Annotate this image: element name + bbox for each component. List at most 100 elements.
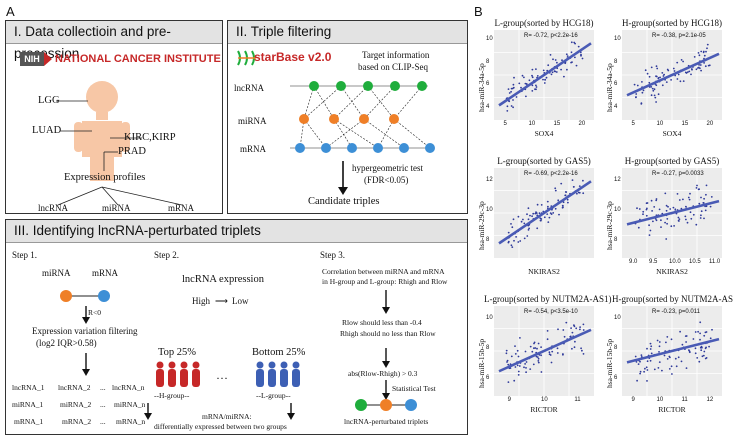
data-point — [694, 352, 697, 355]
y-tick-label: 12 — [614, 177, 621, 183]
step2-note-line1: mRNA/miRNA: — [202, 412, 252, 421]
data-point — [696, 184, 698, 187]
x-tick-label: 9 — [507, 397, 511, 403]
data-point — [546, 338, 549, 341]
data-point — [564, 194, 567, 197]
data-point — [684, 335, 687, 337]
data-point — [666, 222, 668, 225]
data-point — [513, 239, 515, 242]
data-point — [670, 225, 673, 228]
data-point — [525, 367, 527, 369]
data-point — [663, 354, 666, 357]
data-point — [634, 355, 637, 358]
data-point — [512, 218, 515, 221]
data-point — [660, 219, 662, 222]
target-info-line1: Target information — [362, 50, 430, 60]
data-point — [561, 204, 564, 207]
data-point — [646, 380, 648, 382]
step1-mirna-n: miRNA_n — [114, 400, 146, 409]
data-point — [542, 78, 544, 81]
data-point — [648, 75, 651, 78]
data-point — [682, 60, 684, 63]
data-point — [574, 340, 576, 343]
x-axis-label: SOX4 — [662, 129, 682, 138]
step2-lgroup-label: --L-group-- — [256, 391, 291, 400]
nih-arrow-icon — [44, 52, 52, 66]
data-point — [581, 349, 583, 352]
data-point — [676, 193, 679, 195]
data-point — [657, 93, 660, 96]
data-point — [675, 365, 678, 368]
data-point — [537, 361, 540, 364]
data-point — [703, 217, 705, 220]
data-point — [636, 379, 638, 382]
organ-lgg: LGG — [38, 95, 60, 106]
x-tick-label: 9.0 — [629, 259, 638, 265]
step2-title: Step 2. — [154, 250, 180, 260]
data-point — [525, 95, 527, 98]
x-tick-label: 10 — [656, 397, 664, 403]
data-point — [642, 89, 645, 92]
data-point — [512, 106, 514, 109]
data-point — [671, 373, 673, 375]
data-point — [641, 81, 643, 83]
nci-name: NATIONAL CANCER INSTITUTE — [55, 53, 221, 65]
panel-identifying-triplets: III. Identifying lncRNA-perturbated trip… — [5, 219, 468, 435]
data-point — [537, 357, 540, 360]
y-axis-label: hsa-miR-15b-5p — [477, 338, 486, 388]
data-point — [514, 353, 517, 355]
data-point — [651, 210, 653, 212]
data-point — [648, 81, 651, 84]
data-point — [566, 68, 568, 71]
y-tick-label: 10 — [614, 315, 621, 321]
y-tick-label: 6 — [614, 81, 618, 87]
organ-luad: LUAD — [32, 125, 62, 136]
data-point — [661, 369, 663, 372]
data-point — [650, 66, 653, 69]
data-point — [524, 350, 527, 353]
data-point — [520, 86, 522, 89]
data-point — [577, 45, 580, 48]
x-tick-label: 9.5 — [649, 259, 658, 265]
data-point — [523, 366, 525, 369]
data-point — [510, 90, 512, 93]
data-point — [688, 70, 691, 73]
x-tick-label: 12 — [706, 397, 714, 403]
data-point — [655, 75, 658, 78]
organ-kirc-kirp: KIRC,KIRP — [124, 132, 176, 143]
y-tick-label: 12 — [486, 177, 493, 183]
step3-cond-line1: Rlow should less than -0.4 — [342, 318, 422, 327]
data-point — [573, 346, 576, 349]
data-point — [686, 221, 689, 224]
data-point — [689, 211, 692, 214]
data-point — [532, 212, 535, 215]
data-point — [706, 47, 708, 50]
data-point — [703, 350, 706, 353]
data-point — [537, 342, 540, 345]
data-point — [655, 101, 657, 103]
data-point — [674, 208, 677, 211]
step1-mirna-label: miRNA — [42, 268, 71, 278]
data-point — [699, 217, 702, 219]
x-tick-label: 20 — [706, 121, 714, 127]
data-point — [525, 83, 528, 85]
data-point — [639, 370, 642, 373]
data-point — [535, 84, 537, 87]
data-point — [570, 61, 572, 64]
data-point — [699, 321, 702, 324]
data-point — [665, 341, 667, 344]
x-tick-label: 5 — [503, 121, 507, 127]
data-point — [686, 71, 689, 73]
data-point — [702, 50, 705, 53]
data-point — [637, 226, 640, 229]
data-point — [565, 191, 567, 193]
data-point — [510, 355, 513, 358]
data-point — [672, 206, 675, 209]
row-label-lncrna: lncRNA — [234, 83, 264, 93]
data-point — [657, 77, 660, 80]
data-point — [506, 105, 509, 108]
data-point — [579, 326, 581, 328]
data-point — [698, 54, 701, 57]
scatter-grid: L-group(sorted by HCG18) R= -0.72, p<2.2e… — [474, 16, 733, 439]
data-point — [710, 196, 713, 198]
